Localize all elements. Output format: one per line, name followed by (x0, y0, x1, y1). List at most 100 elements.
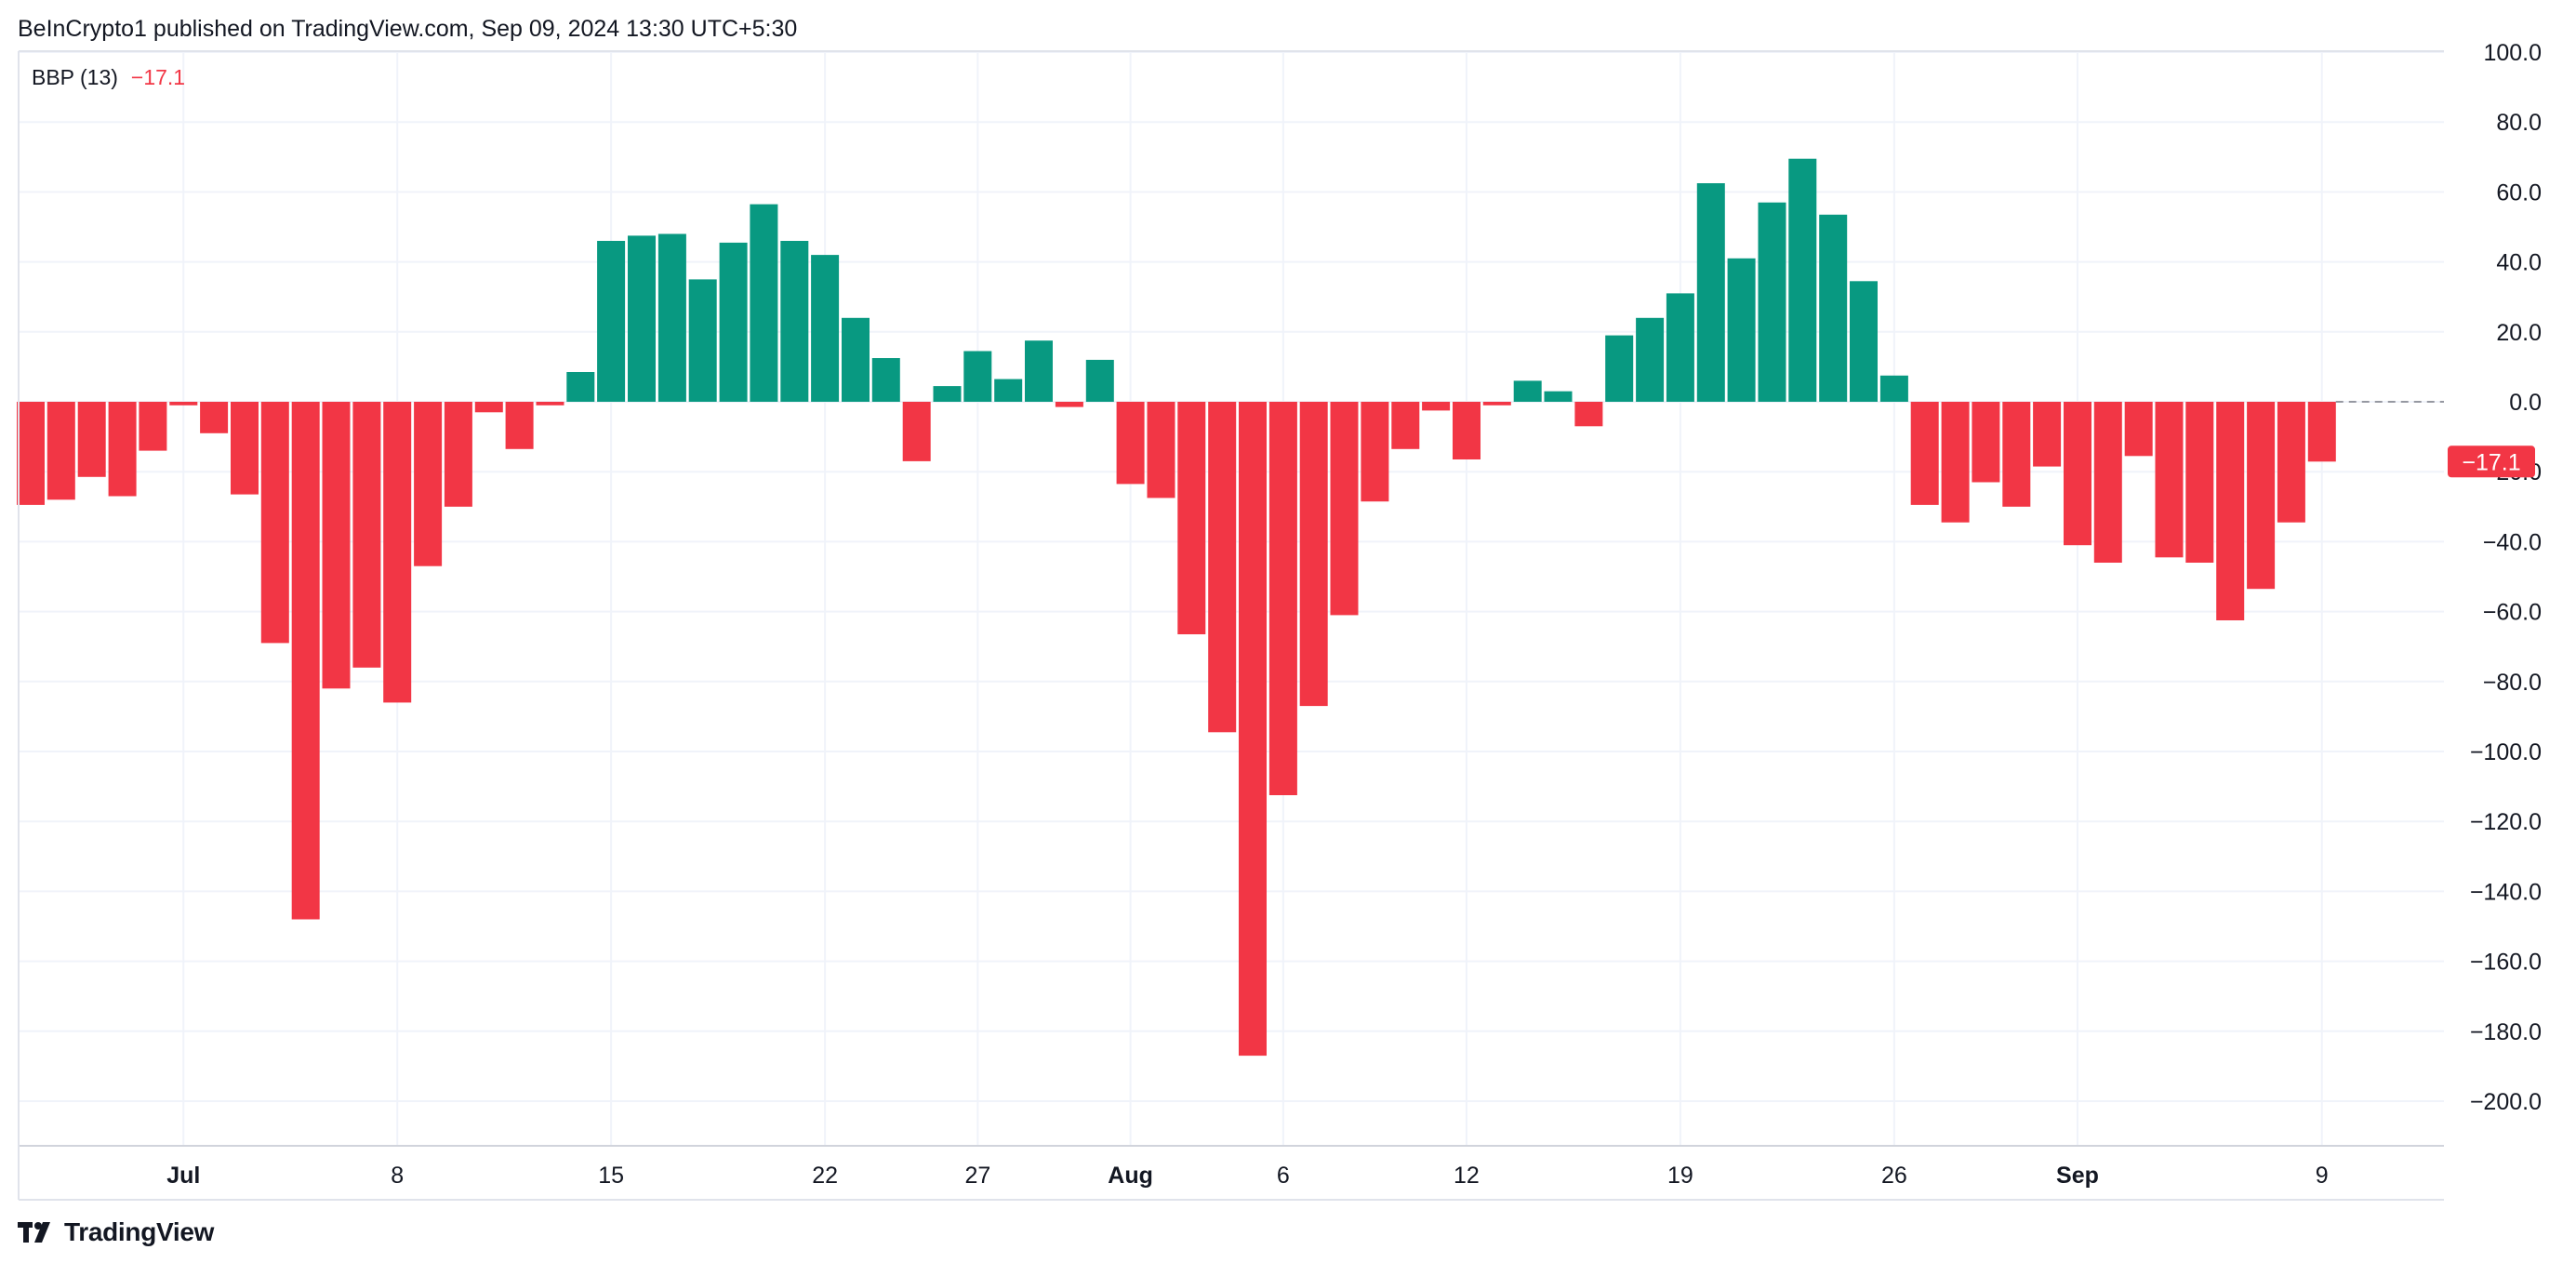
bar (200, 402, 229, 433)
bar (1513, 380, 1542, 402)
bar (2307, 402, 2336, 462)
y-tick-label: 20.0 (2496, 320, 2542, 346)
bar (1544, 391, 1573, 402)
bar (291, 402, 320, 920)
y-tick-label: −100.0 (2470, 739, 2542, 765)
bar (1666, 293, 1694, 402)
bar (1819, 214, 1848, 402)
x-tick-label: 15 (598, 1163, 624, 1189)
bar (1268, 402, 1297, 795)
bar (260, 402, 289, 644)
bar (780, 241, 809, 402)
bar (46, 402, 75, 500)
bar (536, 402, 564, 405)
bar (1453, 402, 1481, 459)
bar (505, 402, 534, 449)
bar (1758, 202, 1786, 402)
bar (2002, 402, 2031, 507)
bar (77, 402, 106, 477)
bar (1299, 402, 1328, 707)
bar (1391, 402, 1420, 449)
y-tick-label: −120.0 (2470, 809, 2542, 835)
bar (597, 241, 626, 402)
bar (444, 402, 472, 507)
bar (1972, 402, 2000, 483)
bar (231, 402, 259, 495)
indicator-legend[interactable]: BBP (13) −17.1 (32, 63, 185, 91)
bar (994, 379, 1023, 402)
bar (2033, 402, 2062, 467)
y-tick-label: 60.0 (2496, 179, 2542, 206)
bar (566, 372, 595, 402)
y-tick-label: −80.0 (2483, 670, 2542, 696)
x-tick-label: 26 (1881, 1163, 1907, 1189)
y-tick-label: −200.0 (2470, 1089, 2542, 1115)
bar (1085, 359, 1114, 402)
bar (1177, 402, 1206, 634)
bar (2064, 402, 2091, 546)
bar (1116, 402, 1145, 485)
bar (1147, 402, 1175, 499)
y-axis: 100.080.060.040.020.00.0−20.0−40.0−60.0−… (2470, 40, 2542, 1115)
bar (1636, 317, 1665, 402)
y-tick-label: 80.0 (2496, 110, 2542, 136)
bar (352, 402, 381, 668)
x-tick-label: 8 (391, 1163, 404, 1189)
y-tick-label: 0.0 (2509, 390, 2542, 416)
tradingview-brand-text: TradingView (64, 1217, 215, 1246)
bar (963, 351, 992, 402)
bar (1696, 183, 1725, 402)
bar (719, 242, 748, 402)
bar (750, 204, 778, 402)
bar (657, 233, 686, 402)
last-value-marker: −17.1 (2448, 445, 2535, 478)
bar (17, 402, 45, 505)
bar (842, 317, 870, 402)
bar (2093, 402, 2122, 563)
x-axis: Jul 8 15 22 27 Aug 6 12 19 26 Sep 9 (166, 1163, 2329, 1189)
bar (1239, 402, 1267, 1057)
bar (169, 402, 198, 405)
bar (383, 402, 412, 703)
x-tick-label: Sep (2056, 1163, 2099, 1189)
x-tick-label: 12 (1454, 1163, 1480, 1189)
x-tick-label: Jul (166, 1163, 200, 1189)
bar (1574, 402, 1603, 427)
y-tick-label: 40.0 (2496, 250, 2542, 276)
bar (108, 402, 137, 497)
chart-bars (17, 158, 2336, 1057)
bar (322, 402, 351, 689)
bar (2247, 402, 2276, 590)
x-tick-label: 27 (964, 1163, 990, 1189)
last-value-text: −17.1 (2462, 449, 2520, 475)
bar (1879, 375, 1908, 402)
y-tick-label: −60.0 (2483, 600, 2542, 626)
bar (1788, 158, 1817, 402)
bar (414, 402, 443, 566)
bar (139, 402, 167, 451)
bar (1208, 402, 1237, 733)
bar (1850, 281, 1878, 402)
bar (811, 255, 840, 402)
bar (2124, 402, 2153, 457)
bar (2277, 402, 2305, 523)
bar (1055, 402, 1083, 407)
bar (1025, 340, 1053, 402)
y-tick-label: −160.0 (2470, 950, 2542, 976)
x-tick-label: 6 (1277, 1163, 1290, 1189)
legend-indicator-value: −17.1 (130, 65, 186, 89)
last-value-badge (2448, 445, 2535, 478)
legend-indicator-name: BBP (13) (32, 65, 118, 89)
bar (1482, 402, 1511, 405)
bar (2185, 402, 2214, 563)
bar (628, 235, 656, 402)
x-tick-label: 9 (2316, 1163, 2329, 1189)
footer-branding[interactable]: TradingView (18, 1214, 214, 1251)
x-tick-label: 22 (812, 1163, 838, 1189)
bar (1361, 402, 1389, 502)
bar (474, 402, 503, 413)
bar (2155, 402, 2184, 558)
chart-frame (18, 50, 2444, 1201)
bar (1941, 402, 1970, 523)
